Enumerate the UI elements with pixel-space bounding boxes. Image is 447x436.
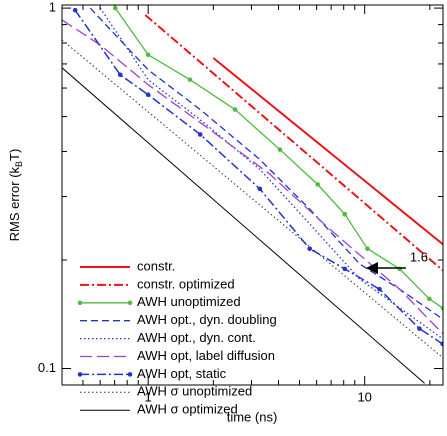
y-label-part: RMS error (k — [7, 166, 22, 241]
point — [307, 246, 312, 251]
y-axis-label: RMS error (kBT) — [7, 149, 24, 242]
point — [315, 182, 321, 187]
point — [365, 246, 370, 251]
line — [62, 67, 425, 384]
line — [62, 39, 443, 359]
point — [232, 107, 238, 112]
point — [72, 7, 78, 13]
point — [197, 132, 203, 137]
legend-label: constr. — [137, 258, 175, 273]
line — [212, 57, 443, 246]
point — [187, 77, 193, 82]
point — [440, 341, 443, 347]
legend-label: AWH opt, label diffusion — [137, 348, 275, 363]
plot-area — [62, 5, 443, 384]
line — [144, 14, 443, 272]
point — [277, 147, 283, 152]
point — [427, 296, 432, 302]
legend-marker — [77, 372, 83, 377]
legend-label: AWH unoptimized — [137, 294, 241, 309]
y-tick-label: 0.1 — [38, 360, 56, 375]
point — [257, 186, 263, 192]
legend-label: AWH opt., dyn. doubling — [137, 312, 277, 327]
point — [342, 266, 348, 272]
point — [145, 92, 151, 98]
legend-marker — [127, 300, 133, 306]
line — [99, 7, 443, 340]
point — [377, 286, 382, 292]
y-tick-label: 1 — [49, 0, 56, 15]
point — [117, 72, 123, 78]
x-tick-label: 1 — [145, 389, 152, 404]
plot-frame — [61, 4, 444, 386]
line — [89, 7, 443, 320]
legend-marker — [77, 300, 83, 306]
x-axis-label: time (ns) — [227, 409, 278, 424]
legend-label: AWH opt, static — [137, 366, 227, 381]
line — [62, 19, 443, 335]
legend-label: AWH σ unoptimized — [137, 384, 252, 399]
point — [342, 211, 348, 217]
y-label-part: T) — [7, 149, 22, 161]
legend-marker — [127, 372, 133, 377]
x-tick-label: 10 — [357, 389, 371, 404]
y-label-sub: B — [14, 161, 24, 167]
point — [145, 52, 151, 58]
legend-label: AWH opt., dyn. cont. — [137, 330, 256, 345]
legend-label: constr. optimized — [137, 276, 235, 291]
point — [440, 305, 443, 311]
line — [74, 9, 443, 345]
annotation: 1.6 — [410, 249, 428, 264]
point — [112, 5, 118, 11]
legend-label: AWH σ optimized — [137, 402, 238, 417]
point — [417, 326, 422, 331]
point — [397, 266, 402, 272]
